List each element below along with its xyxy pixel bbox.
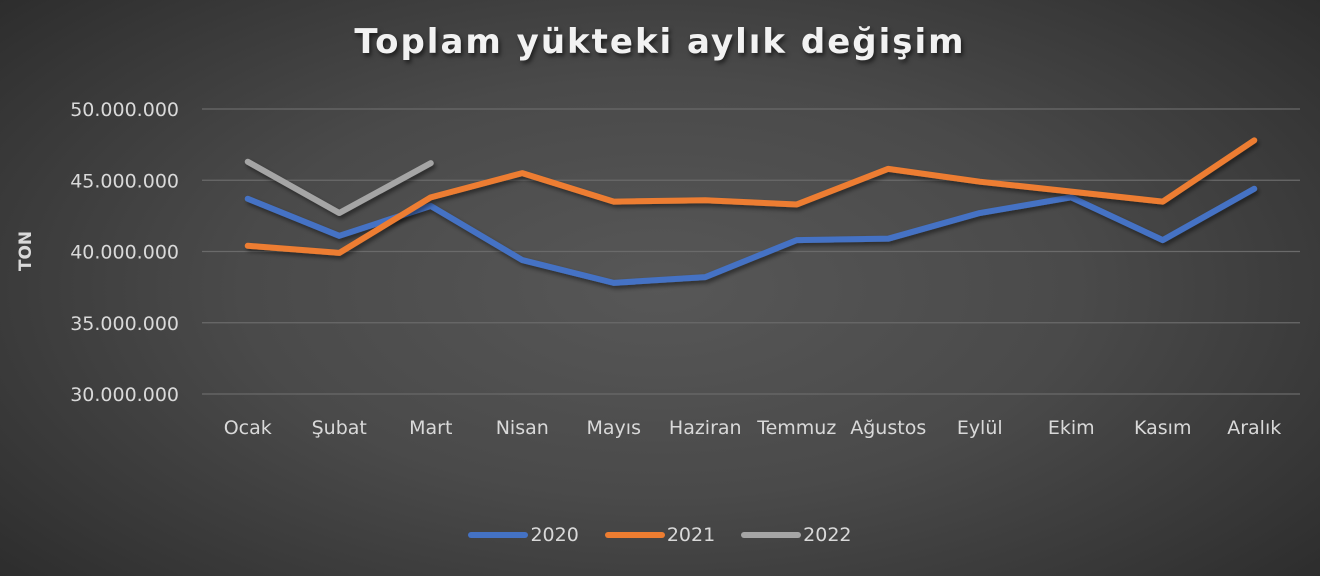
legend-swatch-icon — [604, 532, 665, 538]
y-tick-label: 35.000.000 — [70, 313, 179, 335]
y-tick-label: 30.000.000 — [70, 384, 179, 406]
x-tick-label: Kasım — [1134, 417, 1191, 439]
x-tick-label: Nisan — [496, 417, 549, 439]
x-tick-label: Mayıs — [587, 417, 641, 439]
x-tick-label: Temmuz — [756, 417, 836, 439]
legend-label: 2022 — [803, 524, 852, 546]
y-axis-ticks: 50.000.000 45.000.000 40.000.000 35.000.000… — [70, 99, 179, 406]
chart-title: Toplam yükteki aylık değişim — [354, 22, 966, 62]
x-tick-label: Ocak — [224, 417, 272, 439]
x-tick-label: Ekim — [1048, 417, 1095, 439]
y-tick-label: 40.000.000 — [70, 242, 179, 264]
x-tick-label: Şubat — [312, 417, 367, 439]
legend-swatch-icon — [741, 532, 802, 538]
x-tick-label: Mart — [409, 417, 452, 439]
series-line-2022 — [244, 158, 434, 217]
legend-item-2022: 2022 — [741, 524, 852, 546]
x-tick-label: Eylül — [957, 417, 1003, 439]
y-tick-label: 50.000.000 — [70, 99, 179, 121]
x-axis-ticks: Ocak Şubat Mart Nisan Mayıs Haziran Temmuz Ağus… — [224, 417, 1282, 439]
gridlines — [202, 108, 1300, 395]
legend-item-2020: 2020 — [468, 524, 579, 546]
series-line-2020 — [244, 185, 1258, 286]
legend: 2020 2021 2022 — [0, 524, 1320, 546]
series-lines — [244, 137, 1258, 286]
legend-label: 2021 — [666, 524, 716, 546]
x-tick-label: Aralık — [1227, 417, 1281, 439]
legend-item-2021: 2021 — [604, 524, 716, 546]
y-tick-label: 45.000.000 — [70, 170, 179, 192]
series-line-2021 — [244, 137, 1258, 256]
x-tick-label: Ağustos — [850, 417, 926, 439]
x-tick-label: Haziran — [669, 417, 742, 439]
legend-swatch-icon — [468, 532, 529, 538]
legend-label: 2020 — [530, 524, 579, 546]
